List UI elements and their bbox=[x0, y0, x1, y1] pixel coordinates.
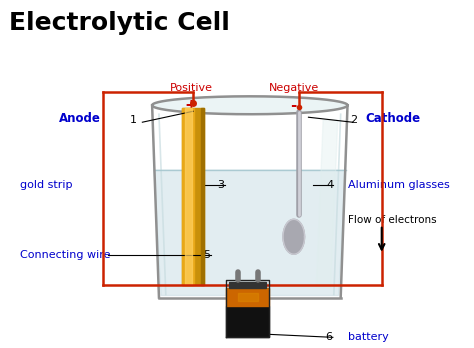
Text: Cathode: Cathode bbox=[365, 112, 420, 125]
Text: 4: 4 bbox=[326, 180, 333, 190]
Text: Positive: Positive bbox=[170, 83, 213, 93]
Polygon shape bbox=[316, 120, 338, 287]
Polygon shape bbox=[229, 282, 266, 287]
Polygon shape bbox=[154, 170, 346, 295]
Text: 1: 1 bbox=[130, 115, 137, 125]
Polygon shape bbox=[283, 219, 304, 254]
Text: 5: 5 bbox=[203, 250, 210, 260]
Text: Connecting wire: Connecting wire bbox=[20, 250, 111, 260]
Polygon shape bbox=[182, 108, 194, 285]
Polygon shape bbox=[152, 96, 347, 114]
Polygon shape bbox=[201, 108, 204, 285]
Text: 6: 6 bbox=[325, 332, 332, 342]
Polygon shape bbox=[227, 306, 269, 337]
Text: Anode: Anode bbox=[59, 112, 101, 125]
Text: gold strip: gold strip bbox=[20, 180, 73, 190]
Text: 2: 2 bbox=[350, 115, 357, 125]
Text: battery: battery bbox=[347, 332, 388, 342]
Text: Flow of electrons: Flow of electrons bbox=[347, 215, 436, 225]
Polygon shape bbox=[182, 108, 204, 285]
Text: 3: 3 bbox=[218, 180, 225, 190]
Text: Negative: Negative bbox=[269, 83, 319, 93]
Text: -: - bbox=[291, 98, 297, 113]
Text: +: + bbox=[185, 98, 198, 113]
Polygon shape bbox=[227, 287, 269, 306]
Polygon shape bbox=[185, 108, 192, 285]
Text: Aluminum glasses: Aluminum glasses bbox=[347, 180, 449, 190]
Text: Electrolytic Cell: Electrolytic Cell bbox=[9, 11, 229, 35]
